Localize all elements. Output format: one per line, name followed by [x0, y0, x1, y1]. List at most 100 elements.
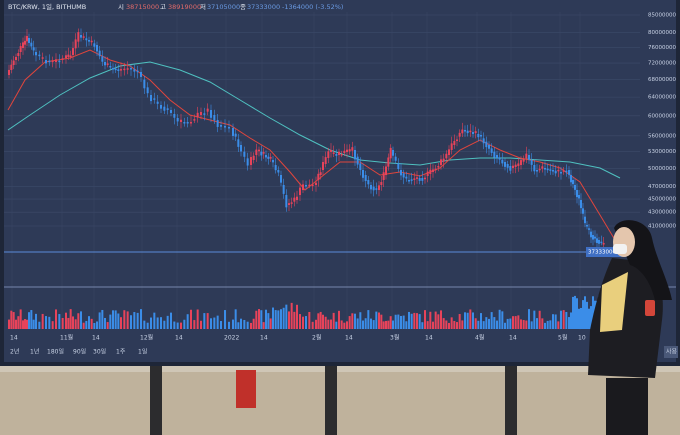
volume-bar — [293, 311, 296, 329]
candle-body — [382, 172, 385, 180]
volume-bar — [88, 316, 90, 329]
volume-bar — [385, 320, 387, 329]
volume-bar — [453, 320, 456, 329]
volume-bar — [480, 313, 482, 329]
volume-bar — [69, 309, 72, 329]
candle-body — [528, 155, 530, 160]
candle-body — [332, 152, 335, 154]
candle-body — [530, 160, 533, 165]
candle-body — [572, 180, 574, 185]
range-button[interactable]: 1년 — [30, 348, 39, 356]
volume-bar — [458, 314, 461, 329]
volume-bar — [77, 313, 80, 329]
candle-body — [456, 139, 458, 142]
candle-body — [596, 238, 598, 243]
volume-bar — [434, 311, 437, 329]
candle-body — [30, 42, 33, 47]
candle-body — [327, 151, 330, 158]
candle-body — [8, 69, 10, 75]
volume-bar — [28, 312, 30, 329]
candle-body — [305, 185, 307, 187]
candle-body — [570, 175, 572, 183]
candle-body — [525, 153, 528, 159]
candle-body — [501, 159, 504, 164]
candle-body — [61, 58, 64, 60]
candle-body — [85, 38, 88, 41]
volume-bar — [22, 320, 24, 329]
volume-bar — [541, 318, 544, 329]
candle-body — [265, 155, 267, 158]
candle-body — [472, 132, 474, 135]
volume-bar — [461, 320, 464, 329]
date-label: 14 — [92, 335, 100, 342]
candle-body — [126, 68, 129, 70]
candle-body — [173, 114, 176, 118]
volume-bar — [246, 321, 249, 329]
candle-body — [140, 72, 142, 77]
candle-body — [533, 165, 536, 172]
volume-bar — [348, 316, 351, 329]
volume-bar — [311, 321, 314, 329]
volume-bar — [228, 321, 230, 329]
candle-body — [466, 130, 469, 134]
volume-bar — [186, 314, 189, 329]
volume-bar — [240, 318, 242, 329]
range-button[interactable]: 1일 — [138, 348, 147, 356]
range-button[interactable]: 180일 — [47, 348, 64, 356]
candle-body — [426, 171, 429, 176]
candle-body — [584, 216, 586, 224]
candle-body — [41, 57, 44, 59]
volume-bar — [477, 320, 480, 329]
candle-body — [228, 127, 230, 129]
volume-bar — [450, 317, 453, 329]
candle-body — [536, 170, 538, 172]
candle-body — [206, 108, 209, 112]
volume-bar — [432, 321, 434, 329]
candle-body — [504, 162, 506, 167]
candle-body — [424, 177, 426, 180]
volume-bar — [32, 319, 35, 329]
floor — [0, 372, 680, 435]
volume-bar — [572, 296, 574, 329]
volume-bar — [243, 319, 246, 329]
candle-body — [359, 163, 362, 171]
candle-body — [45, 60, 47, 64]
volume-bar — [335, 321, 338, 329]
range-button[interactable]: 2년 — [10, 348, 19, 356]
volume-bar — [397, 314, 400, 329]
candle-body — [544, 168, 546, 170]
candle-body — [69, 55, 72, 58]
corner-button-label[interactable]: 사용 — [666, 348, 678, 356]
volume-bar — [498, 309, 501, 329]
volume-bar — [196, 309, 199, 329]
date-label: 14 — [345, 335, 353, 342]
volume-bar — [150, 317, 152, 329]
volume-bar — [26, 319, 28, 329]
range-button[interactable]: 1주 — [116, 349, 126, 356]
candle-body — [311, 184, 314, 187]
volume-bar — [490, 312, 493, 329]
candle-body — [224, 126, 226, 128]
candle-body — [163, 106, 166, 111]
candle-body — [246, 158, 249, 166]
date-label: 5월 — [558, 334, 567, 342]
volume-bar — [120, 317, 122, 329]
date-label: 4월 — [475, 334, 484, 342]
close-label: 종 — [240, 3, 246, 11]
price-axis-label: 64000000 — [648, 95, 676, 101]
candle-body — [367, 180, 370, 185]
candle-body — [82, 36, 85, 38]
volume-bar — [80, 311, 82, 329]
volume-bar — [117, 313, 120, 329]
candle-body — [554, 170, 557, 174]
range-button[interactable]: 30일 — [93, 348, 106, 356]
corner-button[interactable] — [664, 346, 678, 358]
candle-body — [394, 156, 397, 161]
volume-bar — [389, 316, 392, 329]
candle-body — [445, 153, 448, 159]
range-button[interactable]: 90일 — [73, 348, 86, 356]
candle-body — [32, 47, 35, 51]
candle-body — [130, 68, 132, 70]
volume-bar — [413, 312, 416, 329]
volume-bar — [24, 319, 26, 329]
